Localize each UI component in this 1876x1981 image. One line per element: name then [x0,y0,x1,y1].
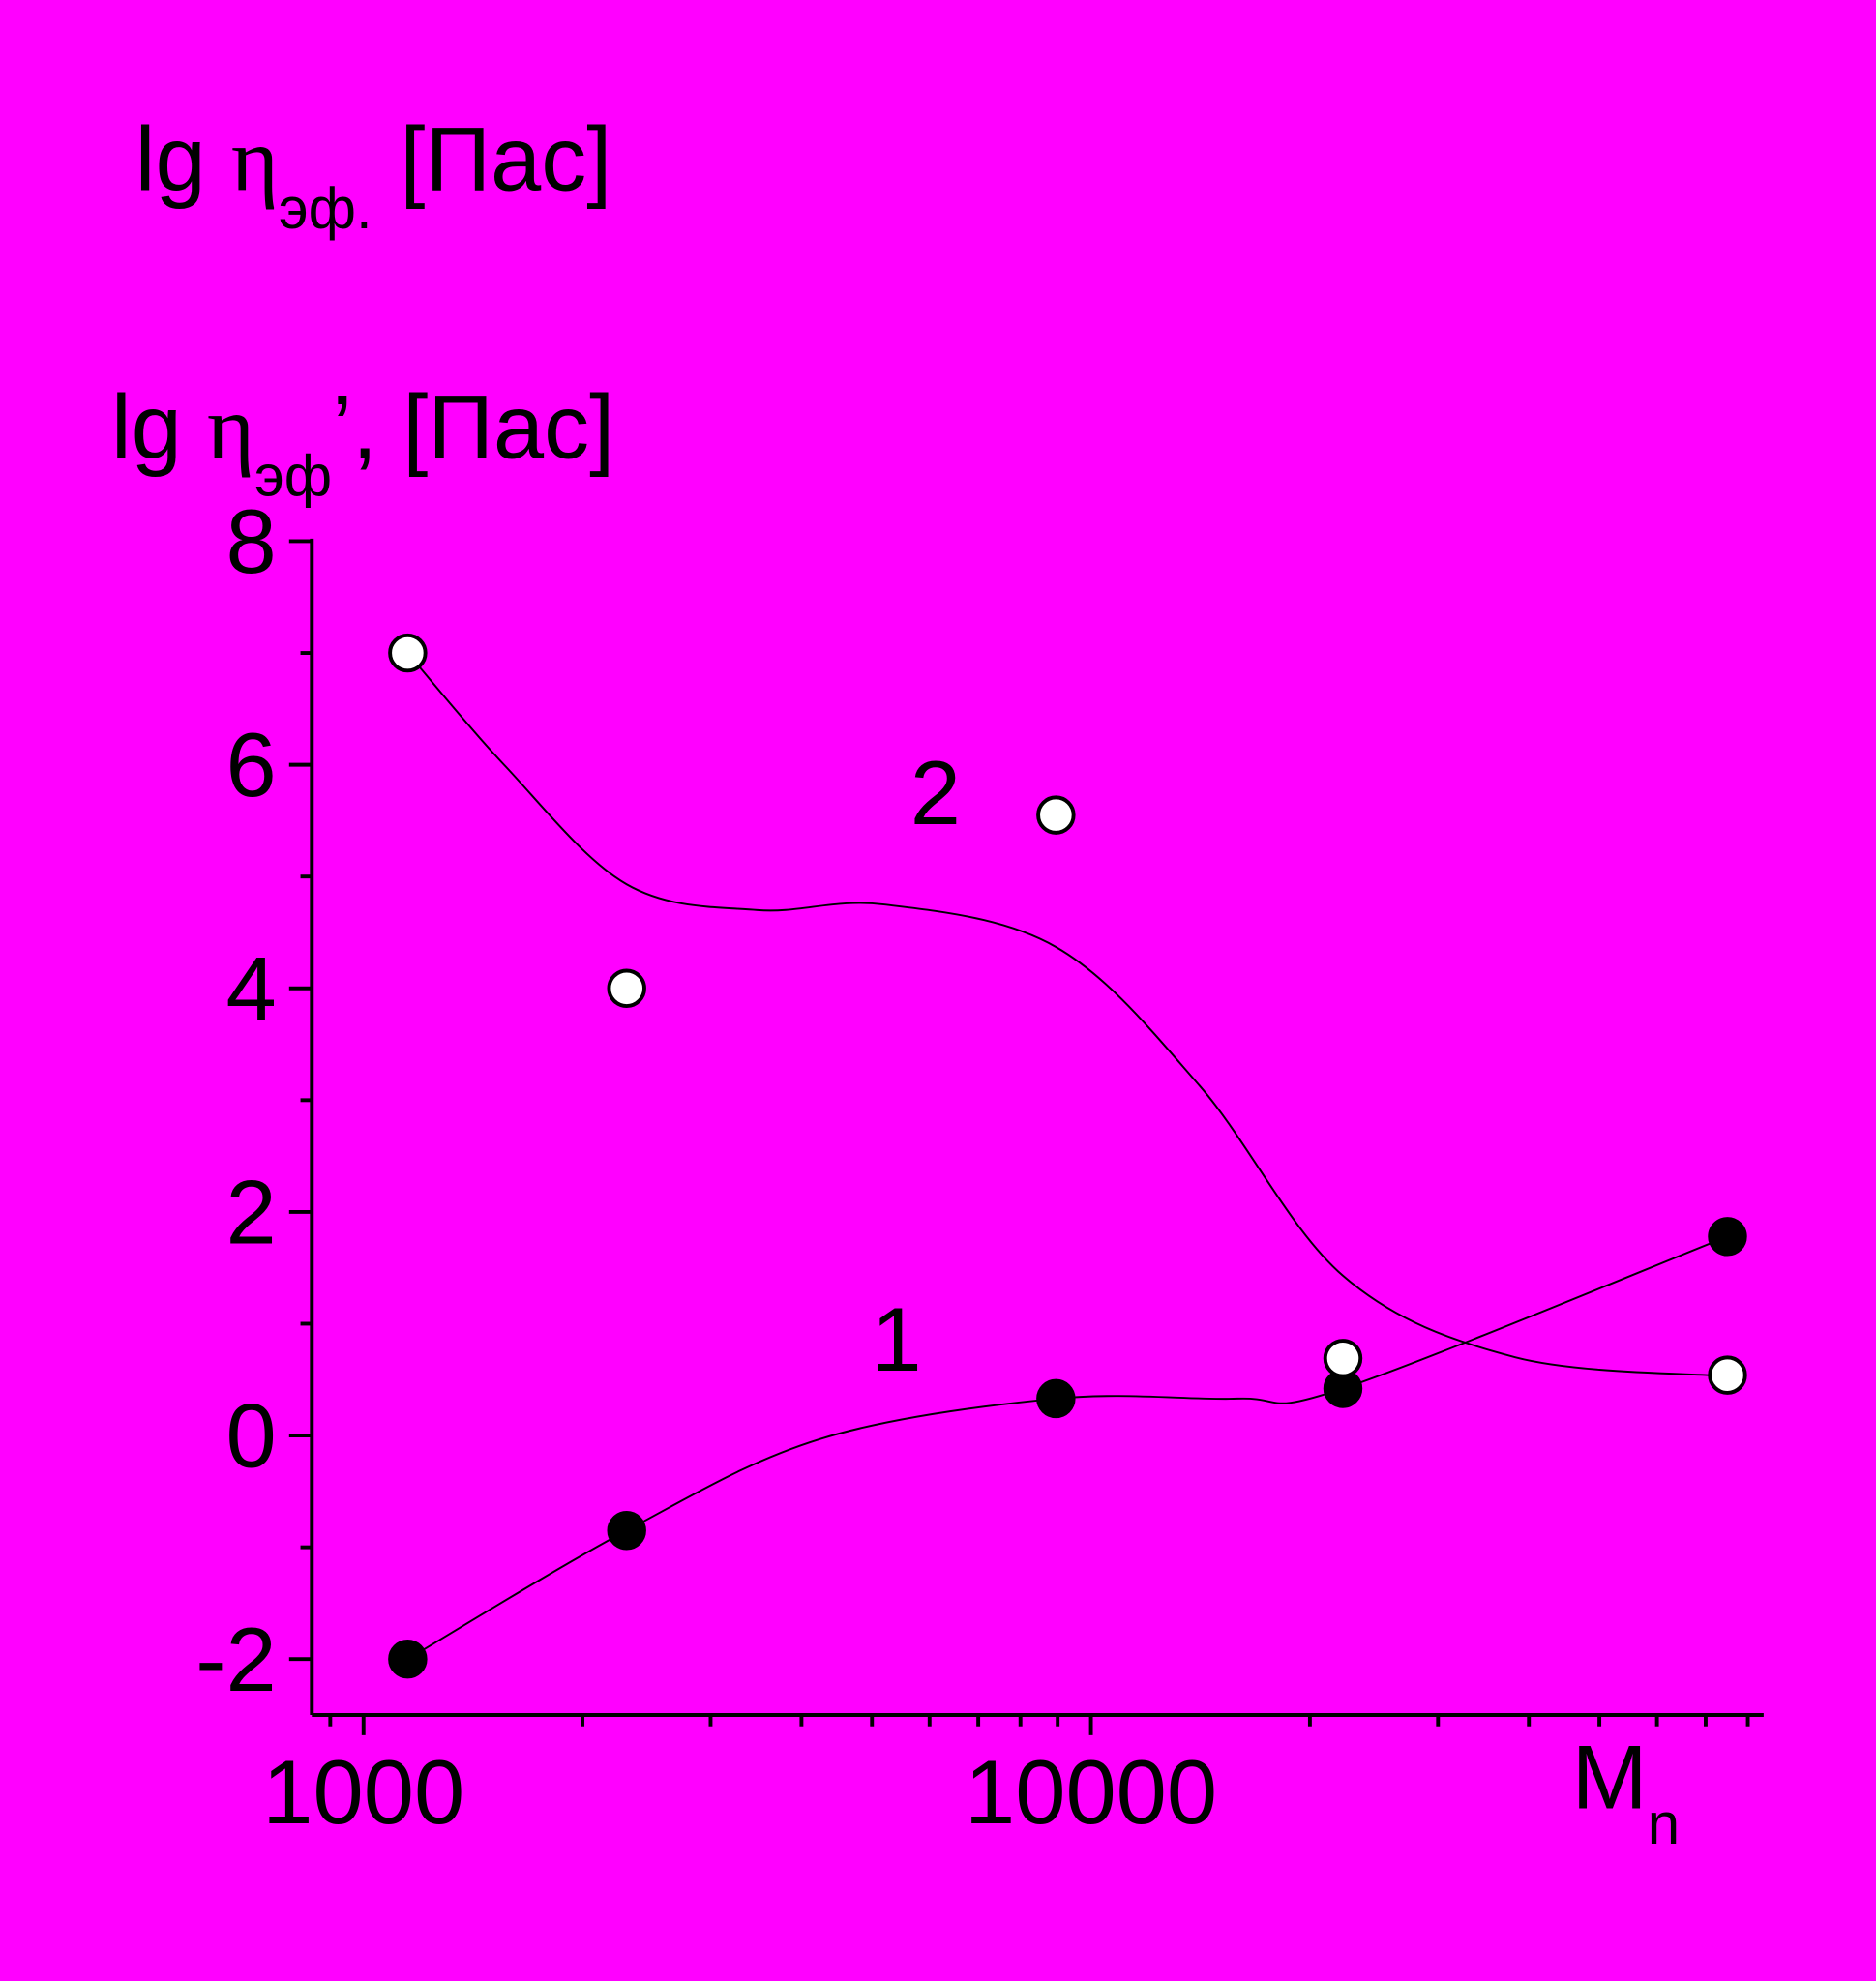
x-tick-label: 10000 [965,1741,1217,1843]
data-point [1323,1339,1363,1378]
y-label-sub: эф [254,444,332,509]
data-point [607,1511,646,1551]
x-tick-label: 1000 [262,1741,464,1843]
data-point [1036,1378,1076,1419]
y-label-main: lg [111,375,182,477]
y-tick-label: -2 [195,1609,277,1710]
x-label-sub: n [1648,1791,1680,1856]
y-tick-label: 6 [226,714,277,815]
series-label: 2 [910,742,961,843]
x-label-main: M [1572,1727,1648,1828]
data-point [388,633,428,673]
title-eta: η [231,110,279,211]
fit-curve [406,652,1728,1377]
data-point [1036,795,1076,835]
title-unit: [Пас] [400,108,611,210]
data-point [1708,1355,1747,1395]
data-point [388,1639,428,1679]
y-label-unit: ’, [Пас] [332,375,614,477]
y-tick-label: 2 [226,1162,277,1263]
data-point [1708,1217,1747,1257]
title-sub: эф. [279,176,372,241]
x-axis-label: Mn [1572,1727,1681,1857]
title-main: lg [135,108,206,210]
series-label: 1 [871,1288,921,1390]
data-point [607,968,646,1008]
y-tick-label: 0 [226,1385,277,1487]
y-tick-label: 4 [226,937,277,1039]
y-label-eta: η [207,377,254,478]
y-axis-label: lg ηэф’, [Пас] [111,375,614,508]
chart-title: lg ηэф. [Пас] [135,108,612,241]
y-tick-label: 8 [226,490,277,592]
